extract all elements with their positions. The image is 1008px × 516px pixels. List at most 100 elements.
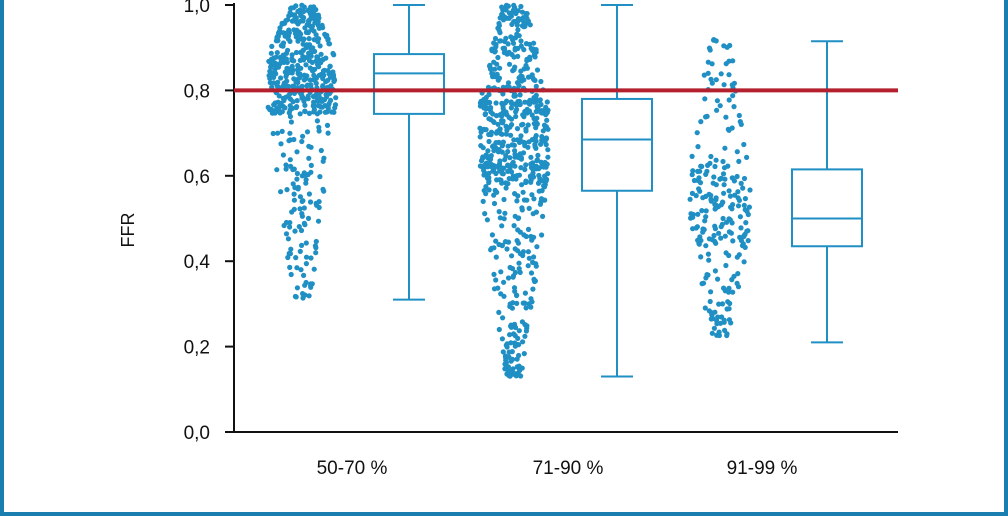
swarm-point	[707, 298, 713, 305]
swarm-point	[538, 159, 544, 165]
swarm-point	[293, 255, 299, 261]
swarm-point	[711, 174, 717, 180]
swarm-point	[514, 173, 520, 179]
swarm-point	[477, 163, 483, 169]
swarm-point	[518, 156, 525, 162]
swarm-point	[527, 41, 533, 48]
swarm-point	[300, 41, 306, 47]
swarm-point	[696, 186, 702, 192]
swarm-point	[695, 144, 701, 150]
swarm-point	[741, 259, 747, 265]
swarm-point	[544, 161, 550, 167]
swarm-point	[285, 47, 291, 53]
swarm-point	[698, 163, 704, 169]
swarm-point	[507, 10, 513, 16]
swarm-point	[500, 315, 506, 321]
swarm-point	[328, 97, 334, 103]
swarm-point	[508, 340, 514, 346]
swarm-point	[716, 230, 722, 236]
swarm-point	[732, 192, 738, 198]
swarm-point	[695, 211, 701, 217]
swarm-point	[306, 155, 312, 161]
swarm-point	[500, 120, 506, 126]
swarm-point	[495, 25, 501, 31]
swarm-point	[511, 2, 517, 8]
swarm-point	[283, 219, 289, 226]
swarm-point	[286, 92, 292, 98]
swarm-point	[527, 101, 533, 107]
swarm-point	[535, 152, 541, 158]
swarm-point	[491, 148, 497, 154]
swarm-point	[506, 349, 512, 355]
swarm-point	[735, 203, 742, 209]
swarm-point	[712, 206, 718, 212]
swarm-point	[507, 303, 513, 310]
swarm-point	[724, 44, 730, 50]
swarm-point	[269, 108, 275, 114]
swarm-point	[329, 109, 335, 115]
swarm-point	[295, 38, 301, 44]
swarm-point	[523, 126, 529, 132]
swarm-point	[513, 373, 519, 379]
y-tick-label: 0,4	[184, 252, 211, 273]
swarm-point	[526, 139, 532, 145]
swarm-point	[725, 163, 731, 169]
x-axis: 50-70 % 71-90 % 91-99 %	[234, 431, 898, 479]
swarm-point	[518, 165, 524, 171]
swarm-point	[497, 15, 503, 21]
swarm-point	[520, 339, 526, 345]
swarm-point	[525, 122, 531, 128]
swarm-point	[483, 184, 489, 190]
swarm-point	[325, 130, 331, 136]
swarm-point	[327, 63, 333, 69]
swarm-point	[518, 68, 524, 74]
swarm-point	[297, 206, 303, 212]
swarm-point	[287, 251, 293, 257]
swarm-point	[723, 262, 729, 269]
swarm-point	[517, 251, 524, 257]
swarm-point	[286, 30, 292, 36]
swarm-point	[318, 147, 324, 154]
swarm-point	[303, 62, 309, 68]
swarm-point	[280, 152, 286, 158]
swarm-point	[712, 163, 718, 170]
swarm-point	[287, 264, 293, 270]
swarm-point	[297, 194, 303, 200]
swarm-point	[687, 196, 693, 202]
swarm-point	[283, 73, 289, 80]
swarm-point	[693, 193, 699, 199]
swarm-point	[514, 22, 520, 28]
swarm-point	[324, 109, 330, 115]
swarm-point	[527, 56, 533, 63]
swarm-point	[521, 232, 527, 238]
swarm-point	[486, 116, 492, 122]
swarm-point	[283, 231, 290, 237]
swarm-point	[530, 286, 536, 292]
swarm-point	[505, 364, 511, 370]
swarm-point	[495, 77, 501, 83]
swarm-point	[278, 189, 284, 195]
swarm-point	[727, 300, 733, 307]
swarm-point	[307, 199, 314, 205]
swarm-point	[479, 127, 485, 133]
swarm-point	[294, 176, 300, 182]
swarm-point	[512, 93, 518, 99]
swarm-point	[534, 157, 541, 163]
swarm-point	[477, 134, 483, 140]
swarm-point	[537, 176, 543, 182]
swarm-point	[505, 181, 511, 187]
swarm-point	[515, 18, 521, 24]
swarm-point	[726, 306, 732, 312]
swarm-point	[528, 270, 535, 276]
swarm-point	[315, 103, 322, 109]
swarm-point	[736, 112, 742, 119]
swarm-point	[316, 128, 322, 134]
swarm-point	[521, 351, 527, 357]
swarm-point	[525, 249, 532, 255]
swarm-point	[526, 205, 532, 211]
swarm-point	[511, 223, 517, 229]
swarm-point	[712, 226, 719, 232]
swarm-point	[306, 143, 312, 149]
swarm-point	[300, 295, 306, 301]
swarm-point	[721, 190, 727, 196]
